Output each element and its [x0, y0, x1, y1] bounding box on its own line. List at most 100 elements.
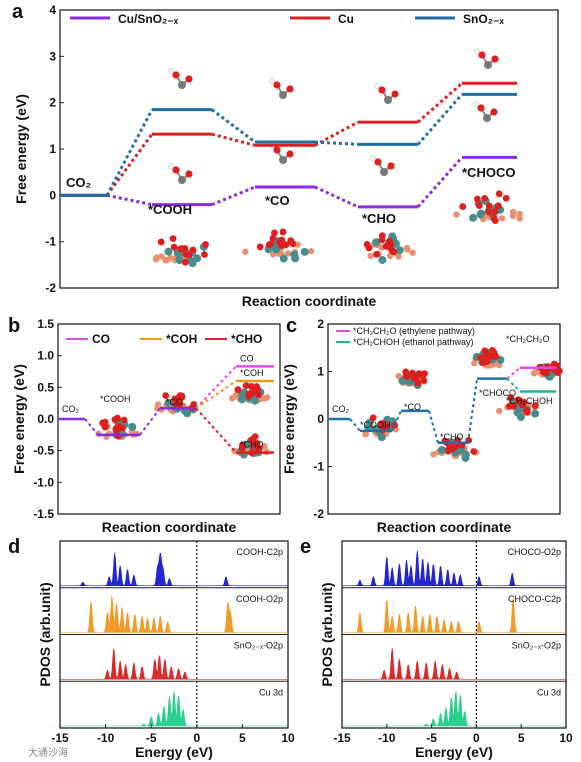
cu-atom [153, 254, 160, 261]
cu-atom [516, 215, 523, 222]
cu-atom [409, 249, 416, 256]
o-atom [114, 414, 121, 422]
adsorbate-molecule-image [269, 78, 294, 99]
catalyst-cluster-image [231, 433, 270, 459]
h-atom [370, 155, 376, 161]
y-tick-label: 3 [49, 49, 56, 63]
pdos-curve [342, 597, 566, 633]
series-label: Cu 3d [537, 687, 561, 697]
state-label: *CHOCO [479, 388, 516, 398]
cu-atom [430, 451, 437, 458]
x-tick-label: -10 [378, 731, 396, 745]
adsorbate-molecule-image [168, 163, 193, 184]
h-atom [168, 163, 174, 169]
o-atom [162, 392, 170, 400]
state-label: CO₂ [66, 175, 92, 190]
cu-atom [453, 211, 460, 218]
sn-atom [437, 446, 446, 455]
o-atom [494, 202, 502, 210]
o-atom [286, 150, 294, 158]
panel-label-b: b [8, 315, 20, 337]
cu-atom [162, 257, 169, 264]
h-atom [168, 68, 174, 74]
o-atom [491, 55, 499, 63]
branch-label: *CHO [240, 440, 264, 450]
pdos-curve [341, 647, 567, 680]
y-tick-label: 4 [49, 3, 56, 17]
o-atom [378, 86, 386, 94]
o-atom [202, 241, 209, 248]
panel-e-pdos: CHOCO-O2p CHOCO-C2p SnO₂₋ₓ-O2p Cu 3d -15 -10 -… [319, 540, 573, 760]
o-atom [287, 237, 295, 245]
energy-connector [506, 366, 521, 380]
o-atom [470, 448, 478, 455]
o-atom [369, 414, 377, 422]
o-atom [120, 416, 128, 424]
o-atom [378, 232, 386, 240]
cu-atom [158, 253, 165, 260]
cu-atom [395, 253, 402, 260]
o-atom [373, 250, 381, 258]
y-tick-label: 1.0 [37, 349, 54, 363]
cu-atom [307, 247, 315, 255]
y-tick-label: -2 [45, 281, 56, 295]
panel-a-energy-diagram: -2 -1 0 1 2 3 4 Free energy (eV) Reaction coordi… [13, 3, 559, 309]
panel-c-energy-diagram: -2 -1 0 1 2 Free energy (eV) Reaction coordina… [281, 317, 563, 535]
c-atom [178, 81, 186, 89]
c-atom [483, 114, 491, 122]
state-label: *CO [404, 402, 421, 412]
o-atom [385, 242, 393, 250]
x-tick-label: 10 [281, 731, 295, 745]
y-tick-label: 0 [49, 188, 56, 202]
x-axis-title: Energy (eV) [135, 744, 213, 760]
o-atom [278, 242, 285, 250]
o-atom [170, 243, 178, 251]
sn-atom [531, 409, 540, 418]
sn-atom [128, 422, 137, 431]
state-label: *COOH [148, 202, 192, 217]
x-tick-label: -15 [51, 731, 69, 745]
sn-atom [461, 453, 470, 462]
legend-entry: SnO₂₋ₓ [463, 12, 504, 26]
panel-label-a: a [12, 1, 24, 23]
x-axis-title: Reaction coordinate [102, 519, 237, 535]
adsorbate-molecule-image [168, 68, 193, 89]
plot-frame [327, 323, 561, 515]
o-atom [374, 158, 382, 166]
o-atom [189, 246, 197, 254]
watermark-text: 大通沙海 [28, 746, 68, 759]
o-atom [420, 377, 428, 384]
o-atom [491, 208, 499, 215]
cu-atom [261, 395, 268, 402]
sn-atom [183, 409, 192, 418]
c-atom [484, 61, 492, 69]
sn-atom [164, 398, 173, 407]
h-atom [374, 83, 380, 89]
o-atom [481, 195, 489, 202]
cu-atom [532, 368, 540, 376]
sn-atom [300, 247, 309, 256]
sn-atom [364, 423, 373, 432]
y-tick-label: 0.5 [37, 380, 54, 394]
energy-connector [416, 156, 464, 208]
x-tick-label: 0 [193, 731, 200, 745]
cu-atom [516, 210, 523, 218]
legend-entry: *CH₂CHOH (ethanol pathway) [353, 337, 474, 347]
x-axis-title: Energy (eV) [415, 744, 493, 760]
cu-atom [367, 252, 374, 260]
catalyst-cluster-image [95, 414, 140, 441]
y-tick-label: -1 [313, 460, 324, 474]
cu-atom [261, 443, 268, 450]
panel-b-energy-diagram: -1.5 -1.0 -0.5 0.0 0.5 1.0 1.5 Free energy (eV)… [11, 317, 281, 535]
o-atom [473, 195, 481, 203]
legend-entry: *CHO [231, 332, 262, 346]
o-atom [266, 240, 274, 248]
o-atom [475, 202, 483, 210]
o-atom [459, 203, 467, 210]
x-axis-title: Reaction coordinate [377, 519, 512, 535]
legend-entry: CO [92, 332, 110, 346]
cu-atom [229, 395, 236, 402]
sn-atom [279, 254, 288, 263]
adsorbate-molecule-image [269, 143, 294, 164]
o-atom [177, 245, 185, 253]
